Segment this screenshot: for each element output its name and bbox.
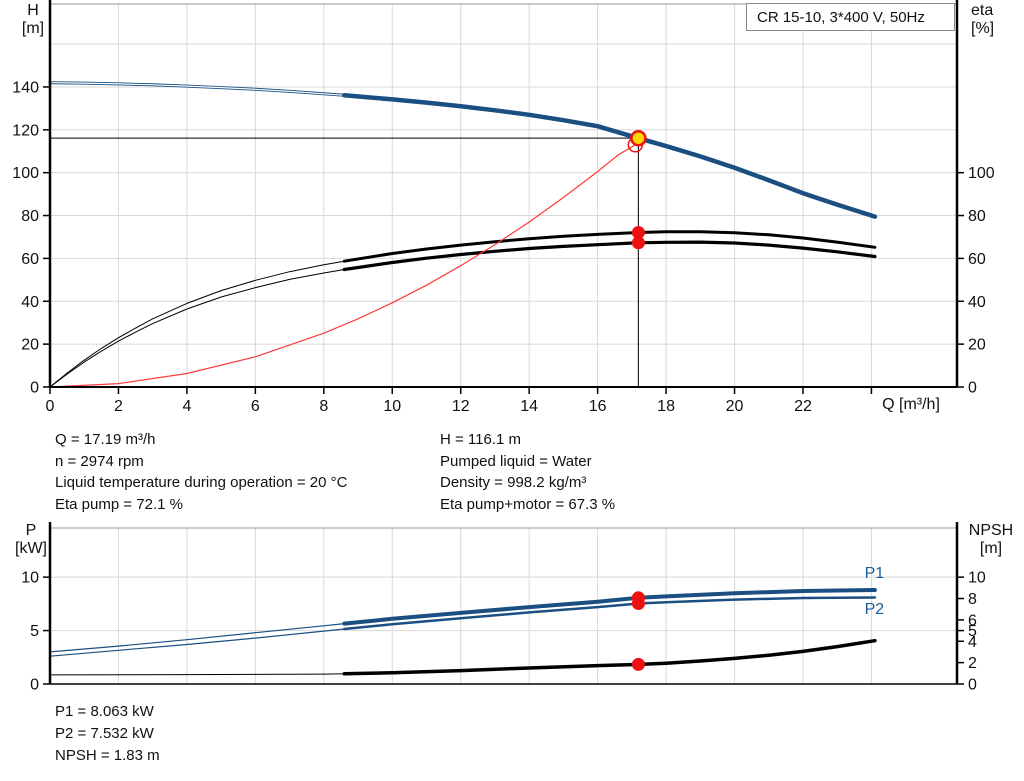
qh-curve bbox=[342, 93, 878, 219]
info-line: P2 = 7.532 kW bbox=[55, 725, 154, 742]
x-tick-label: 14 bbox=[520, 398, 538, 415]
eta-pump-curve bbox=[342, 230, 877, 263]
p2-curve bbox=[343, 596, 877, 631]
info-line: Liquid temperature during operation = 20… bbox=[55, 474, 348, 491]
p2-curve-thin bbox=[49, 628, 345, 657]
h-axis-label-line1: H bbox=[27, 2, 39, 19]
qh-curve-thin-core bbox=[49, 82, 345, 96]
x-tick-label: 6 bbox=[251, 398, 260, 415]
npsh-axis-label-line2: [m] bbox=[979, 540, 1003, 557]
x-tick-label: 4 bbox=[182, 398, 191, 415]
info-line: NPSH = 1.83 m bbox=[55, 747, 160, 764]
y-right-tick-label: 10 bbox=[968, 570, 986, 587]
npsh-curve bbox=[342, 638, 877, 676]
x-tick-label: 10 bbox=[383, 398, 401, 415]
x-tick-label: 8 bbox=[319, 398, 328, 415]
info-line: Pumped liquid = Water bbox=[440, 452, 592, 470]
curve-label-p2: P2 bbox=[865, 601, 885, 618]
qh-curve-thin bbox=[48, 81, 346, 97]
y-right-tick-label: 60 bbox=[968, 251, 986, 268]
y-left-tick-label: 10 bbox=[21, 570, 39, 587]
operating-point-info-left: Q = 17.19 m³/h n = 2974 rpm Liquid tempe… bbox=[55, 429, 347, 515]
eta-axis-label-line2: [%] bbox=[971, 20, 995, 37]
y-right-tick-label: 80 bbox=[968, 208, 986, 225]
y-left-tick-label: 140 bbox=[12, 79, 39, 96]
curve-label-p1: P1 bbox=[865, 565, 885, 582]
eta-axis-label: eta [%] bbox=[971, 2, 1021, 38]
y-right-tick-label: 2 bbox=[968, 655, 977, 672]
info-line: H = 116.1 m bbox=[440, 431, 522, 448]
chart-title-box: CR 15-10, 3*400 V, 50Hz bbox=[746, 3, 955, 31]
y-left-tick-label: 0 bbox=[30, 380, 39, 397]
y-right-tick-label: 0 bbox=[968, 677, 977, 694]
x-tick-label: 2 bbox=[114, 398, 123, 415]
h-axis-label-line2: [m] bbox=[21, 20, 45, 37]
x-tick-label: 12 bbox=[452, 398, 470, 415]
info-line: Q = 17.19 m³/h bbox=[55, 431, 156, 448]
p2-point-marker bbox=[631, 597, 645, 610]
x-tick-label: 0 bbox=[46, 398, 55, 415]
x-tick-label: 16 bbox=[589, 398, 607, 415]
eta-pump-motor-curve-thin bbox=[49, 269, 345, 388]
info-line: Eta pump+motor = 67.3 % bbox=[440, 495, 616, 513]
x-tick-label: 20 bbox=[726, 398, 744, 415]
system-curve bbox=[49, 144, 636, 388]
y-right-tick-label: 20 bbox=[968, 337, 986, 354]
npsh-axis-label: NPSH [m] bbox=[962, 522, 1020, 558]
npsh-axis-label-line1: NPSH bbox=[968, 522, 1014, 539]
p1-curve-thin bbox=[49, 622, 345, 653]
y-left-tick-label: 40 bbox=[21, 294, 39, 311]
npsh-point-marker bbox=[631, 657, 645, 671]
y-right-tick-label: 0 bbox=[968, 380, 977, 397]
y-left-tick-label: 5 bbox=[30, 623, 39, 640]
info-line: Density = 998.2 kg/m³ bbox=[440, 474, 587, 491]
h-axis-label: H [m] bbox=[8, 2, 58, 38]
q-axis-label: Q [m³/h] bbox=[882, 396, 940, 413]
eta-pump-motor-curve bbox=[342, 240, 877, 272]
y-right-tick-label: 5 bbox=[968, 623, 977, 640]
p-axis-label: P [kW] bbox=[5, 522, 57, 558]
info-line: P1 = 8.063 kW bbox=[55, 703, 154, 720]
eta-pump-motor-point-marker bbox=[631, 236, 645, 250]
y-left-tick-label: 20 bbox=[21, 337, 39, 354]
y-right-tick-label: 100 bbox=[968, 165, 995, 182]
eta-pump-curve-thin bbox=[49, 260, 345, 388]
y-right-tick-label: 4 bbox=[968, 634, 977, 651]
y-right-tick-label: 40 bbox=[968, 294, 986, 311]
qh-chart: 0 20 40 60 80 100 120 140 0 20 40 60 80 100 0 2 4 6 8 10 12 1… bbox=[12, 0, 995, 415]
y-right-tick-label: 6 bbox=[968, 612, 977, 629]
y-left-tick-label: 100 bbox=[12, 165, 39, 182]
power-npsh-info: P1 = 8.063 kW P2 = 7.532 kW NPSH = 1.83 … bbox=[55, 701, 160, 767]
y-left-tick-label: 120 bbox=[12, 122, 39, 139]
p-axis-label-line2: [kW] bbox=[15, 540, 47, 557]
y-right-tick-label: 8 bbox=[968, 591, 977, 608]
info-line: n = 2974 rpm bbox=[55, 452, 144, 470]
npsh-curve-thin bbox=[49, 673, 345, 676]
x-tick-label: 18 bbox=[657, 398, 675, 415]
eta-axis-label-line1: eta bbox=[971, 2, 994, 19]
operating-point-info-right: H = 116.1 m Pumped liquid = Water Densit… bbox=[440, 429, 615, 515]
p-axis-label-line1: P bbox=[25, 522, 37, 539]
y-left-tick-label: 80 bbox=[21, 208, 39, 225]
info-line: Eta pump = 72.1 % bbox=[55, 495, 183, 513]
y-left-tick-label: 0 bbox=[30, 677, 39, 694]
y-left-tick-label: 60 bbox=[21, 251, 39, 268]
x-tick-label: 22 bbox=[794, 398, 812, 415]
duty-point-marker bbox=[630, 129, 647, 147]
eta-pump-point-marker bbox=[631, 226, 645, 239]
